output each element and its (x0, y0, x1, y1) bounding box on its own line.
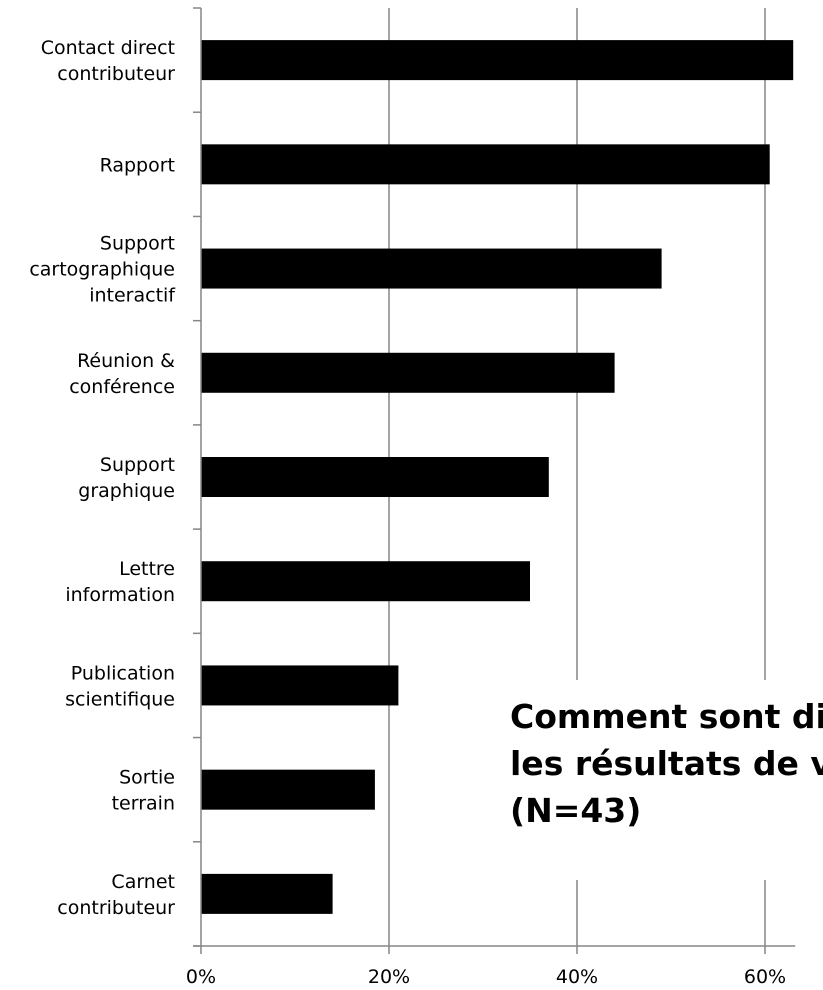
category-label: Réunion & (77, 350, 175, 372)
bar-7 (201, 769, 375, 810)
x-tick-label: 0% (186, 966, 216, 988)
category-label: graphique (78, 480, 175, 502)
bar-3 (201, 352, 615, 393)
title-line: les résultats de vo (510, 744, 823, 783)
bar-2 (201, 248, 662, 289)
category-label: terrain (112, 793, 175, 815)
category-label: Support (100, 233, 175, 255)
x-tick-label: 20% (368, 966, 410, 988)
category-label: Support (100, 454, 175, 476)
bar-4 (201, 457, 549, 497)
category-label: Sortie (119, 767, 175, 789)
category-label: conférence (69, 376, 175, 398)
bar-8 (201, 873, 333, 914)
category-label: Publication (71, 662, 175, 684)
category-labels: Contact direct contributeur Rapport Support… (29, 37, 176, 919)
axes (193, 7, 796, 954)
category-label: contributeur (57, 897, 175, 919)
bar-5 (201, 561, 530, 602)
x-tick-label: 60% (744, 966, 786, 988)
category-label: cartographique (29, 259, 175, 281)
category-label: Rapport (100, 154, 175, 176)
category-label: Lettre (119, 558, 175, 580)
category-label: Carnet (111, 871, 175, 893)
bar-1 (201, 144, 770, 185)
bar-0 (201, 40, 794, 81)
bars (201, 40, 794, 914)
category-label: contributeur (57, 63, 175, 85)
category-label: Contact direct (41, 37, 175, 59)
title-line: Comment sont dif (510, 697, 823, 736)
title-background (505, 680, 823, 880)
category-label: interactif (89, 285, 176, 307)
chart-title: Comment sont dif les résultats de vo (N=43… (505, 680, 823, 880)
bar-6 (201, 665, 399, 706)
tick-labels: 0% 20% 40% 60% (186, 966, 786, 988)
title-line: (N=43) (510, 791, 641, 830)
x-tick-label: 40% (556, 966, 598, 988)
category-label: scientifique (65, 688, 175, 710)
category-label: information (65, 584, 175, 606)
